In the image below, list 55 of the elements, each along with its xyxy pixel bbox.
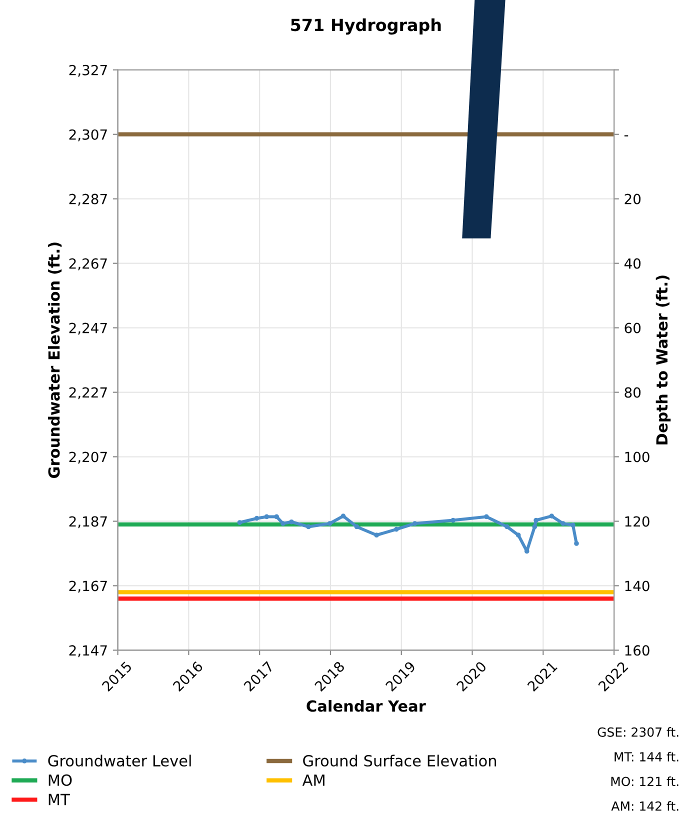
point <box>280 521 286 526</box>
legend-label: Ground Surface Elevation <box>303 754 496 767</box>
y2-axis-title: Depth to Water (ft.) <box>656 276 671 444</box>
x-axis-title: Calendar Year <box>306 700 426 712</box>
y-tick-label: 2,247 <box>69 322 107 335</box>
point <box>450 518 456 523</box>
point <box>394 526 399 532</box>
point <box>532 524 538 530</box>
text: GSE: 2307 ft. <box>598 727 678 737</box>
point <box>340 514 346 519</box>
y2-tick-label: - <box>624 135 628 136</box>
point <box>237 520 242 525</box>
y-tick-label: 2,207 <box>69 452 107 464</box>
y2-tick-label: 80 <box>624 387 641 398</box>
point <box>574 541 579 546</box>
y-tick-label: 2,167 <box>69 580 107 593</box>
legend-label: MO <box>48 774 72 786</box>
point <box>534 518 539 523</box>
point <box>549 514 554 519</box>
y2-tick-label: 60 <box>624 322 641 334</box>
y2-tick-label: 40 <box>624 258 641 269</box>
text: MO: 121 ft. <box>611 776 678 786</box>
y2-tick-label: 20 <box>624 194 641 204</box>
point <box>264 514 270 520</box>
y-tick-label: 2,147 <box>69 645 107 658</box>
point <box>570 522 576 528</box>
legend-label: MT <box>48 794 70 806</box>
point <box>484 514 489 520</box>
y-tick-label: 2,227 <box>69 387 107 400</box>
legend-label: AM <box>302 774 324 786</box>
point <box>289 519 294 524</box>
y-tick-label: 2,187 <box>69 516 107 528</box>
point <box>374 532 379 538</box>
y-tick-label: 2,267 <box>69 258 107 270</box>
point <box>412 521 418 526</box>
point <box>354 524 360 530</box>
point <box>504 524 510 530</box>
point <box>516 532 521 538</box>
text: MT: 144 ft. <box>614 752 678 762</box>
y-tick-label: 2,287 <box>69 194 107 206</box>
point <box>306 524 311 530</box>
y2-tick-label: 160 <box>625 645 650 656</box>
point <box>327 521 332 526</box>
point <box>274 514 280 520</box>
y2-tick-label: 100 <box>625 452 650 462</box>
legend-label: Groundwater Level <box>48 754 191 767</box>
y-axis-title: Groundwater Elevation (ft.) <box>48 242 62 478</box>
point <box>254 516 260 521</box>
y-tick-label: 2,307 <box>69 129 107 142</box>
point <box>560 521 566 526</box>
text: AM: 142 ft. <box>611 801 678 811</box>
chart-title: 571 Hydrograph <box>291 18 441 35</box>
y2-tick-label: 140 <box>625 580 650 592</box>
y2-tick-label: 120 <box>625 516 650 527</box>
y-tick-label: 2,327 <box>69 64 107 77</box>
